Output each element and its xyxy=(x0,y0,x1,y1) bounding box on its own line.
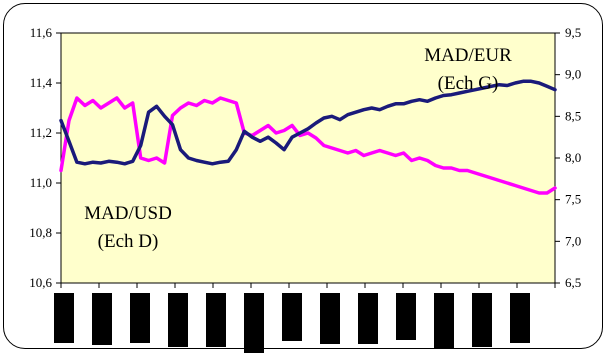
redaction-block xyxy=(206,293,226,347)
series-line-0 xyxy=(59,96,557,195)
annotation-label: MAD/USD xyxy=(84,203,172,224)
annotation-label: MAD/EUR xyxy=(424,45,512,66)
left-tick-label: 11,6 xyxy=(30,25,53,40)
annotation-label: (Ech D) xyxy=(98,231,159,252)
redaction-block xyxy=(320,293,340,344)
redaction-block xyxy=(434,293,454,349)
left-tick-label: 10,6 xyxy=(29,275,52,290)
x-axis xyxy=(60,283,556,288)
redaction-block xyxy=(472,293,492,347)
redaction-block xyxy=(244,293,264,353)
annotation-label: (Ech G) xyxy=(438,73,499,94)
redaction-block xyxy=(358,293,378,344)
right-tick-label: 8,0 xyxy=(565,150,581,165)
left-tick-label: 10,8 xyxy=(29,225,52,240)
left-axis: 10,6 10,8 11,0 11,2 11,4 11,6 xyxy=(29,25,61,290)
redaction-block xyxy=(54,293,74,343)
redaction-block xyxy=(168,293,188,347)
redaction-block xyxy=(510,293,530,343)
series-line-1 xyxy=(59,79,557,166)
right-tick-label: 7,0 xyxy=(565,233,581,248)
x-tick-labels-obscured xyxy=(54,293,530,353)
right-tick-label: 8,5 xyxy=(565,108,581,123)
left-tick-label: 11,2 xyxy=(30,125,52,140)
right-tick-label: 9,5 xyxy=(565,25,581,40)
redaction-block xyxy=(130,293,150,343)
annotations: MAD/EUR (Ech G) MAD/USD (Ech D) xyxy=(84,45,512,252)
right-tick-label: 6,5 xyxy=(565,275,581,290)
redaction-block xyxy=(92,293,112,345)
right-tick-label: 9,0 xyxy=(565,67,581,82)
left-tick-label: 11,0 xyxy=(30,175,52,190)
right-axis: 6,5 7,0 7,5 8,0 8,5 9,0 9,5 xyxy=(555,25,581,290)
series-group xyxy=(59,79,557,195)
redaction-block xyxy=(282,293,302,341)
right-tick-label: 7,5 xyxy=(565,192,581,207)
left-tick-label: 11,4 xyxy=(30,75,53,90)
redaction-block xyxy=(396,293,416,340)
